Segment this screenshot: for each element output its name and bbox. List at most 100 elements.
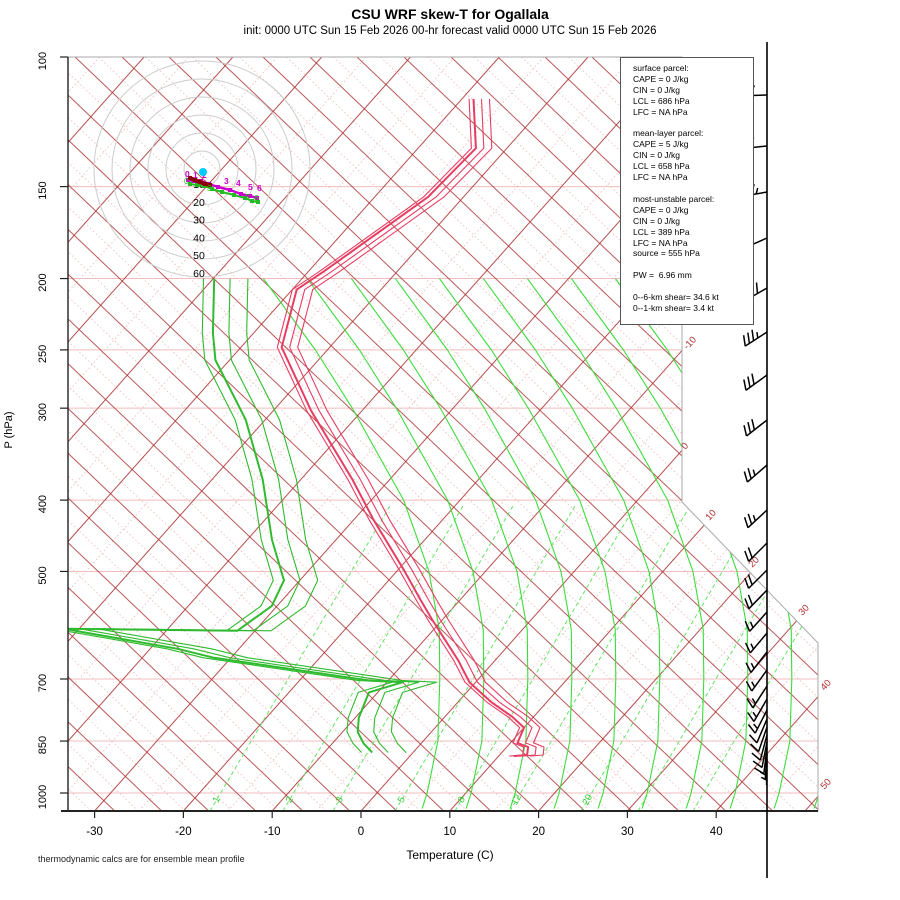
x-axis-label: Temperature (C) — [406, 848, 494, 862]
hodo-height-label-green: 3 — [207, 183, 212, 193]
plot-area — [68, 57, 818, 811]
isotherm-label: 30 — [797, 603, 812, 618]
wind-barb — [743, 373, 768, 391]
hodo-height-label-green: 5 — [245, 192, 250, 202]
hodograph: 10203040506003560123456 — [93, 60, 311, 280]
wind-barb — [744, 589, 768, 610]
hodograph-ring — [147, 114, 257, 224]
isotherm-label: -10 — [681, 335, 698, 353]
info-box-line — [633, 118, 753, 129]
info-box-line: mean-layer parcel: — [633, 128, 704, 139]
wind-barb — [752, 741, 768, 769]
wind-barb — [744, 569, 768, 589]
x-tick-label: 40 — [710, 826, 723, 838]
y-tick-label: 250 — [37, 345, 49, 363]
y-axis-ticks: 100 150 200 250 300 400 500 700 850 1000 — [37, 52, 68, 809]
hodo-height-label-green: 0 — [184, 176, 189, 186]
x-tick-label: -30 — [86, 826, 103, 838]
hodo-height-label: 4 — [236, 178, 241, 188]
y-tick-label: 700 — [37, 674, 49, 692]
isotherm-label: 0 — [679, 441, 691, 452]
hodograph-ring-label: 40 — [193, 232, 205, 244]
wind-barb — [744, 542, 768, 562]
wind-barb — [759, 753, 768, 780]
wind-barb — [747, 698, 768, 722]
info-box-line: LFC = NA hPa — [633, 237, 688, 248]
hodograph-ring — [165, 132, 239, 206]
mixing-ratio-label: 8 — [456, 795, 468, 805]
wind-barb — [743, 464, 768, 483]
hodograph-ring-label: 60 — [193, 268, 205, 280]
x-tick-label: 30 — [621, 826, 634, 838]
info-box-line: CAPE = 0 J/kg — [633, 73, 689, 84]
wind-barb — [742, 329, 768, 347]
hodograph-ring-label: 30 — [193, 215, 205, 227]
mixing-ratio-label: 12 — [509, 793, 524, 808]
info-box-line: LCL = 658 hPa — [633, 161, 690, 172]
hodograph-ring-label: 20 — [193, 197, 205, 209]
wind-barb — [751, 734, 768, 761]
hodograph-ring-label: 50 — [193, 250, 205, 262]
hodo-height-label-green: 6 — [254, 193, 259, 203]
wind-barb — [760, 758, 768, 786]
dewpoint-profile-mean — [68, 278, 404, 754]
y-tick-label: 200 — [37, 273, 49, 291]
info-box-line: 0--6-km shear= 34.6 kt — [633, 292, 719, 303]
info-box-line: PW = 6.96 mm — [633, 270, 692, 281]
hodo-height-label: 5 — [248, 182, 253, 192]
y-tick-label: 100 — [37, 52, 49, 70]
hodo-height-label: 6 — [257, 183, 262, 193]
hodo-height-label: 1 — [193, 170, 198, 180]
y-tick-label: 400 — [37, 495, 49, 513]
x-tick-label: -20 — [175, 826, 192, 838]
dewpoint-profile-member — [68, 278, 393, 753]
info-box-line: CAPE = 0 J/kg — [633, 204, 689, 215]
wind-barb — [747, 709, 768, 734]
info-box-line — [633, 281, 753, 292]
info-box-line — [633, 183, 753, 194]
x-axis-ticks: -30 -20 -10 0 10 20 30 40 — [86, 811, 723, 838]
info-box-line: CIN = 0 J/kg — [633, 215, 681, 226]
y-tick-label: 150 — [37, 181, 49, 199]
hodo-height-label: 3 — [224, 176, 229, 186]
footer-note: thermodynamic calcs are for ensemble mea… — [38, 854, 245, 864]
temperature-profile-mean — [280, 98, 530, 758]
info-box-line — [633, 259, 753, 270]
info-box-line: LCL = 686 hPa — [633, 95, 690, 106]
hodo-storm-motion-dot — [199, 168, 207, 176]
temperature-profile-member — [297, 98, 545, 757]
hodograph-ring — [111, 78, 293, 260]
page-subtitle: init: 0000 UTC Sun 15 Feb 2026 00-hr for… — [243, 25, 657, 37]
wind-barb — [745, 669, 768, 692]
x-tick-label: 20 — [532, 826, 545, 838]
parcel-info-box: surface parcel: CAPE = 0 J/kg CIN = 0 J/kg… — [620, 57, 754, 325]
hodograph-ring — [93, 60, 311, 278]
y-axis-label: P (hPa) — [3, 411, 15, 449]
info-box-line: LFC = NA hPa — [633, 106, 688, 117]
page-title: CSU WRF skew-T for Ogallala — [351, 6, 549, 22]
mixing-ratio-label: 1 — [211, 795, 223, 805]
y-tick-label: 300 — [37, 403, 49, 421]
wind-barb — [748, 718, 768, 744]
info-box-line: CAPE = 5 J/kg — [633, 139, 689, 150]
info-box-line: 0--1-km shear= 3.4 kt — [633, 302, 715, 313]
temperature-profile-member — [276, 98, 525, 757]
mixing-ratio-label: 20 — [580, 793, 595, 808]
wind-barb — [746, 685, 768, 709]
x-tick-label: 0 — [358, 826, 364, 838]
isotherm-label: 20 — [747, 555, 762, 570]
temperature-profile-member — [289, 98, 537, 757]
info-box-line: most-unstable parcel: — [633, 193, 715, 204]
mixing-ratio-label: 2 — [284, 795, 296, 805]
info-box-line: CIN = 0 J/kg — [633, 150, 681, 161]
hodo-height-label: 0 — [185, 169, 190, 179]
info-box-line: CIN = 0 J/kg — [633, 84, 681, 95]
y-tick-label: 500 — [37, 566, 49, 584]
info-box-line: surface parcel: — [633, 63, 689, 73]
isotherm-label: 40 — [819, 678, 834, 693]
wind-barb — [750, 726, 768, 753]
mixing-ratio-label: 5 — [396, 795, 408, 805]
x-tick-label: -10 — [264, 826, 281, 838]
